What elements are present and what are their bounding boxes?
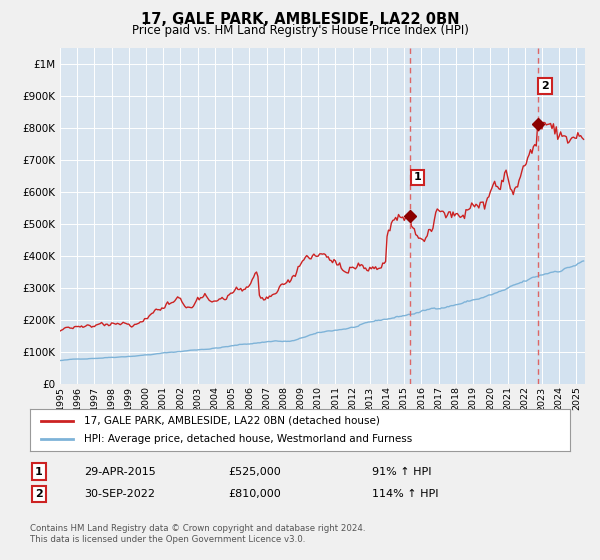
Text: £810,000: £810,000 xyxy=(228,489,281,499)
Text: 17, GALE PARK, AMBLESIDE, LA22 0BN: 17, GALE PARK, AMBLESIDE, LA22 0BN xyxy=(141,12,459,27)
Text: 17, GALE PARK, AMBLESIDE, LA22 0BN (detached house): 17, GALE PARK, AMBLESIDE, LA22 0BN (deta… xyxy=(84,416,380,426)
Text: This data is licensed under the Open Government Licence v3.0.: This data is licensed under the Open Gov… xyxy=(30,535,305,544)
Text: 30-SEP-2022: 30-SEP-2022 xyxy=(84,489,155,499)
Text: £525,000: £525,000 xyxy=(228,466,281,477)
Text: HPI: Average price, detached house, Westmorland and Furness: HPI: Average price, detached house, West… xyxy=(84,434,412,444)
Text: 2: 2 xyxy=(541,81,549,91)
Bar xyxy=(410,48,585,384)
Text: 2: 2 xyxy=(35,489,43,499)
Text: 1: 1 xyxy=(413,172,421,183)
Text: 114% ↑ HPI: 114% ↑ HPI xyxy=(372,489,439,499)
Text: 91% ↑ HPI: 91% ↑ HPI xyxy=(372,466,431,477)
Text: 1: 1 xyxy=(35,466,43,477)
Text: 29-APR-2015: 29-APR-2015 xyxy=(84,466,156,477)
Text: Contains HM Land Registry data © Crown copyright and database right 2024.: Contains HM Land Registry data © Crown c… xyxy=(30,524,365,533)
Text: Price paid vs. HM Land Registry's House Price Index (HPI): Price paid vs. HM Land Registry's House … xyxy=(131,24,469,36)
